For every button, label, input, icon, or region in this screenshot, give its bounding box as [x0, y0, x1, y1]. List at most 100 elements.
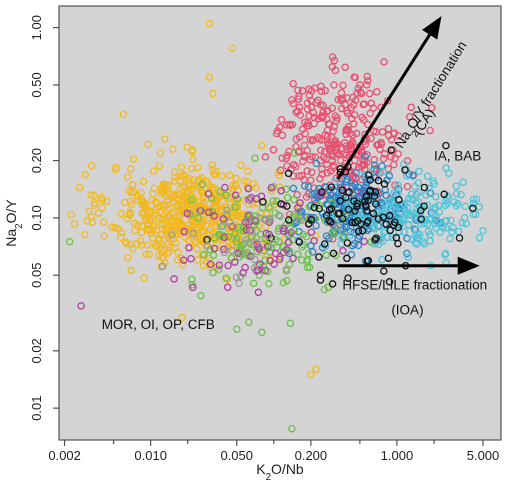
data-point: [177, 163, 186, 171]
data-point: [231, 191, 240, 199]
data-point: [379, 167, 387, 176]
data-point: [399, 200, 408, 208]
data-point: [350, 111, 359, 119]
data-point: [394, 185, 403, 193]
data-point: [254, 288, 263, 297]
data-point: [389, 160, 398, 169]
data-point: [404, 253, 412, 261]
data-point: [345, 188, 353, 197]
series-7: [158, 195, 342, 288]
data-point: [347, 250, 356, 259]
data-point: [279, 248, 288, 257]
data-point: [77, 302, 85, 310]
data-point: [266, 215, 274, 223]
data-point: [458, 219, 466, 227]
data-point: [127, 165, 135, 173]
data-point: [210, 212, 219, 220]
data-point: [343, 145, 352, 154]
data-point: [251, 154, 259, 162]
data-point: [81, 230, 89, 239]
data-point: [129, 155, 138, 163]
data-point: [81, 171, 90, 179]
data-point: [323, 132, 332, 141]
data-point: [414, 188, 423, 197]
data-point: [366, 186, 375, 195]
data-point: [325, 205, 334, 214]
data-point: [443, 199, 452, 208]
data-point: [170, 173, 178, 181]
data-point: [364, 256, 373, 265]
data-point: [137, 241, 146, 249]
data-point: [328, 63, 337, 71]
data-point: [320, 285, 329, 294]
data-point: [94, 209, 103, 217]
arrow-shaft: [336, 33, 431, 180]
data-point: [412, 234, 421, 242]
data-point: [215, 261, 224, 269]
x-tick-label: 0.200: [295, 448, 328, 463]
y-axis-title: Na2O/Y: [3, 199, 25, 247]
data-point: [177, 177, 185, 185]
data-point: [138, 200, 147, 209]
data-point: [232, 234, 241, 243]
data-point: [286, 319, 295, 327]
data-point: [363, 151, 371, 159]
data-point: [338, 214, 347, 223]
data-point: [268, 239, 277, 248]
data-point: [258, 141, 266, 150]
data-point: [277, 115, 286, 124]
data-point: [117, 228, 126, 237]
data-point: [219, 222, 227, 230]
x-axis: 0.002 0.010 0.050 0.200 1.000 5.000: [48, 440, 499, 463]
data-point: [411, 238, 420, 247]
data-point: [206, 225, 214, 234]
data-point: [240, 176, 248, 185]
data-point: [133, 196, 142, 204]
data-point: [344, 205, 353, 214]
data-point: [88, 218, 97, 227]
data-point: [90, 199, 99, 207]
data-point: [210, 244, 219, 253]
x-tick-label: 5.000: [467, 448, 500, 463]
data-point: [122, 239, 131, 248]
data-point: [339, 233, 348, 241]
data-point: [195, 202, 204, 210]
data-point: [123, 173, 132, 181]
data-point: [241, 263, 249, 272]
data-point: [363, 226, 372, 235]
data-point: [120, 198, 129, 207]
data-point: [237, 161, 245, 170]
data-point: [382, 220, 390, 228]
data-point: [361, 165, 369, 173]
data-point: [262, 215, 270, 224]
data-point: [159, 236, 168, 245]
data-point: [385, 278, 394, 286]
data-point: [187, 254, 195, 263]
y-axis: 0.01 0.02 0.05 0.10 0.20 0.50 1.00: [29, 15, 59, 421]
data-point: [140, 274, 148, 282]
data-point: [235, 223, 243, 232]
data-point: [272, 129, 281, 138]
data-point: [233, 194, 241, 203]
data-point: [426, 189, 435, 197]
data-point: [200, 251, 208, 259]
data-point: [270, 260, 278, 268]
data-point: [108, 223, 116, 232]
data-point: [328, 53, 337, 61]
data-point: [206, 260, 215, 269]
data-point: [471, 210, 480, 219]
data-point: [364, 196, 373, 205]
data-point: [282, 185, 290, 194]
data-point: [166, 243, 174, 251]
data-point: [310, 113, 318, 122]
data-point: [255, 213, 263, 222]
data-point: [190, 176, 198, 184]
data-point: [350, 194, 358, 203]
data-point: [360, 161, 369, 169]
data-point: [400, 228, 408, 236]
data-point: [155, 162, 164, 170]
data-point: [223, 275, 232, 284]
data-point: [341, 100, 349, 109]
series-5: [77, 183, 368, 310]
x-tick-label: 0.010: [134, 448, 167, 463]
